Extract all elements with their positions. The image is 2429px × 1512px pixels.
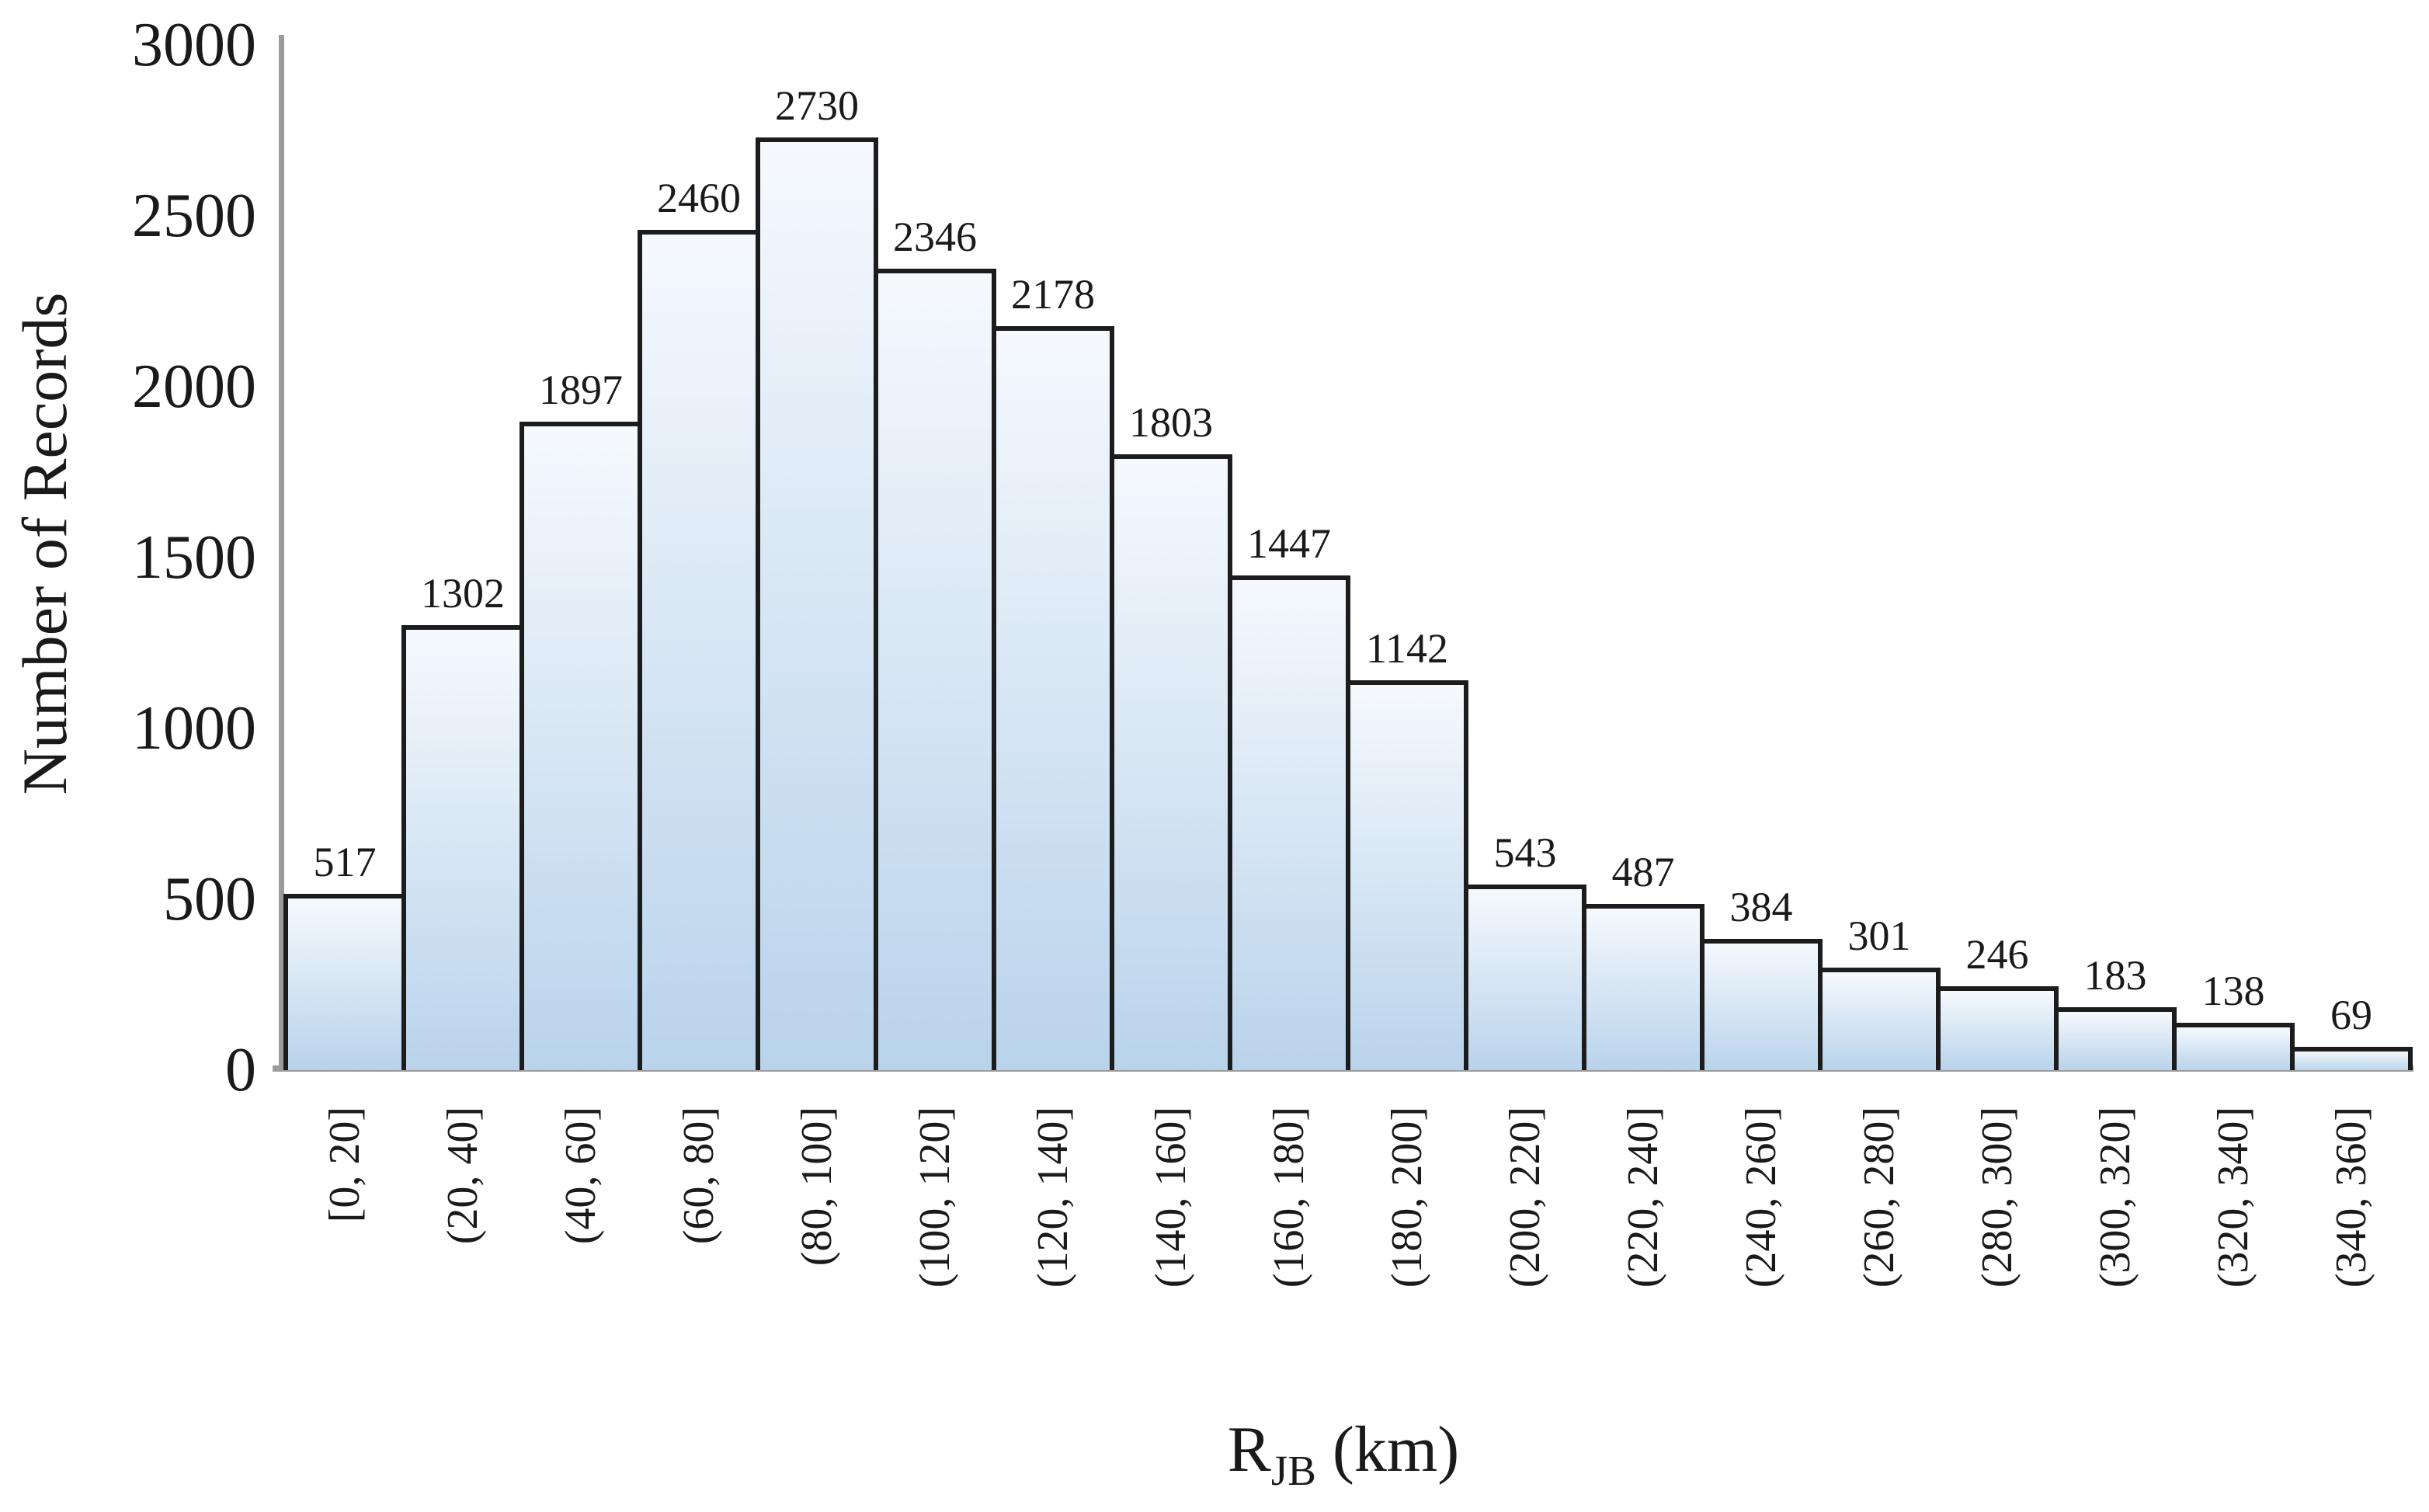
x-tick-label-text: (320, 340]	[2209, 1107, 2257, 1288]
x-tick-label-text: (140, 160]	[1147, 1107, 1195, 1288]
bar-value-label: 543	[1493, 829, 1557, 876]
x-tick-label: (200, 220]	[1464, 1107, 1586, 1355]
x-tick-label-text: (120, 140]	[1029, 1107, 1077, 1288]
x-tick-label-text: (60, 80]	[675, 1107, 723, 1245]
x-tick-label: (60, 80]	[638, 1107, 760, 1355]
x-tick-label: [0, 20]	[283, 1107, 406, 1355]
bar	[283, 894, 406, 1070]
y-tick-label: 500	[163, 865, 256, 933]
y-tick-label: 1000	[132, 694, 256, 763]
bar-value-label: 2178	[1011, 271, 1095, 318]
x-tick-label: (220, 240]	[1582, 1107, 1704, 1355]
x-tick-label: (80, 100]	[756, 1107, 878, 1355]
x-axis-title-main: R	[1227, 1413, 1271, 1486]
x-tick-label: (340, 360]	[2290, 1107, 2413, 1355]
x-tick-label: (140, 160]	[1110, 1107, 1232, 1355]
y-tick-label: 2500	[132, 182, 256, 250]
x-tick-label-text: (80, 100]	[793, 1107, 841, 1267]
x-tick-label: (280, 300]	[1936, 1107, 2059, 1355]
x-axis-title-unit: (km)	[1315, 1413, 1460, 1486]
x-tick-label: (20, 40]	[401, 1107, 524, 1355]
x-tick-label-text: (20, 40]	[439, 1107, 487, 1245]
x-tick-label-text: (100, 120]	[911, 1107, 959, 1288]
bar	[1464, 885, 1586, 1070]
bar	[638, 230, 760, 1070]
x-tick-label: (120, 140]	[992, 1107, 1114, 1355]
bar-value-label: 2460	[657, 175, 741, 221]
bar	[756, 137, 878, 1070]
x-tick-label-text: (40, 60]	[557, 1107, 605, 1245]
bar	[1110, 454, 1232, 1070]
y-tick-label: 1500	[132, 523, 256, 592]
x-tick-label: (180, 200]	[1346, 1107, 1468, 1355]
bar-value-label: 384	[1729, 884, 1793, 930]
y-tick-label: 3000	[132, 11, 256, 79]
bar	[2054, 1007, 2177, 1070]
bar	[1582, 904, 1704, 1070]
bar-value-label: 487	[1611, 849, 1675, 895]
bar-value-label: 1897	[539, 367, 623, 413]
bar	[1346, 680, 1468, 1070]
bar	[1228, 575, 1350, 1070]
bar	[874, 269, 996, 1070]
y-tick-label: 0	[225, 1036, 256, 1104]
bar-value-label: 1142	[1366, 625, 1448, 672]
x-axis-title-subscript: JB	[1270, 1447, 1316, 1494]
y-tick-label: 2000	[132, 353, 256, 421]
y-axis-line	[279, 35, 284, 1071]
x-tick-label-text: (180, 200]	[1383, 1107, 1431, 1288]
x-tick-label-text: (160, 180]	[1265, 1107, 1313, 1288]
bar-value-label: 2730	[775, 82, 859, 129]
bar-value-label: 69	[2330, 992, 2372, 1038]
bar	[992, 326, 1114, 1070]
x-tick-label-text: (260, 280]	[1855, 1107, 1903, 1288]
x-tick-label-text: [0, 20]	[321, 1107, 369, 1223]
bar-value-label: 301	[1847, 912, 1911, 959]
bar	[1936, 986, 2059, 1070]
bar-value-label: 138	[2201, 968, 2265, 1014]
bar-value-label: 2346	[893, 214, 977, 260]
bar	[520, 422, 642, 1070]
bar	[401, 625, 524, 1070]
bar-value-label: 1302	[421, 570, 505, 617]
bar-value-label: 183	[2083, 952, 2147, 999]
x-tick-label-text: (240, 260]	[1737, 1107, 1785, 1288]
x-tick-label-text: (220, 240]	[1619, 1107, 1667, 1288]
x-tick-label-text: (300, 320]	[2091, 1107, 2139, 1288]
x-tick-label: (300, 320]	[2054, 1107, 2177, 1355]
bar	[2172, 1023, 2295, 1070]
bar-value-label: 1803	[1129, 399, 1213, 446]
bar	[1700, 939, 1823, 1070]
x-tick-label: (260, 280]	[1818, 1107, 1941, 1355]
bar	[2290, 1047, 2413, 1070]
x-tick-label-text: (280, 300]	[1973, 1107, 2021, 1288]
bar-value-label: 1447	[1247, 520, 1331, 567]
bar-value-label: 517	[313, 839, 377, 885]
x-axis-title: RJB (km)	[1228, 1415, 1459, 1506]
bars-layer: 517 1302 1897 2460 2730 2346 2178 1803 1447 1142 5…	[283, 0, 2413, 1070]
y-axis-tick-labels: 0 500 1000 1500 2000 2500 3000	[0, 0, 256, 1512]
x-tick-label: (240, 260]	[1700, 1107, 1823, 1355]
x-tick-label: (40, 60]	[520, 1107, 642, 1355]
bar	[1818, 968, 1941, 1070]
x-axis-tick-labels: [0, 20] (20, 40] (40, 60] (60, 80] (80, 100]…	[283, 1107, 2403, 1355]
x-tick-label: (320, 340]	[2172, 1107, 2295, 1355]
x-tick-label: (160, 180]	[1228, 1107, 1350, 1355]
bar-value-label: 246	[1965, 931, 2029, 978]
x-tick-label-text: (340, 360]	[2327, 1107, 2375, 1288]
x-tick-label-text: (200, 220]	[1501, 1107, 1549, 1288]
x-tick-label: (100, 120]	[874, 1107, 996, 1355]
